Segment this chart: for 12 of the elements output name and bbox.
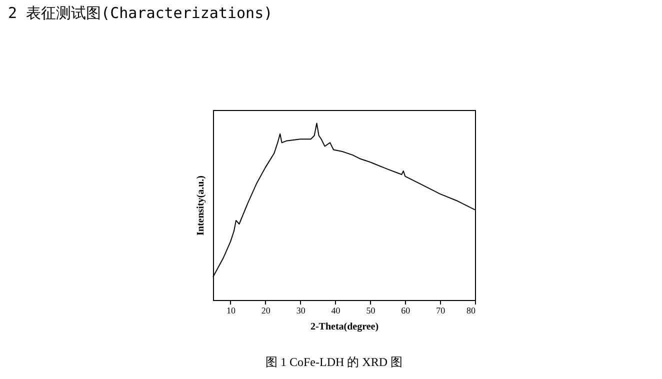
x-tick-label: 80 (466, 306, 476, 316)
caption: 图 1 CoFe-LDH 的 XRD 图 (266, 355, 402, 369)
x-tick-label: 10 (226, 306, 236, 316)
y-axis-title: Intensity(a.u.) (196, 175, 206, 236)
x-tick-label: 40 (331, 306, 341, 316)
x-tick-label: 30 (296, 306, 306, 316)
x-tick-label: 50 (366, 306, 376, 316)
chart-title: 2 表征测试图(Characterizations) (8, 4, 273, 22)
x-axis-title: 2-Theta(degree) (310, 322, 379, 332)
x-tick-label: 60 (401, 306, 411, 316)
x-tick-label: 20 (261, 306, 271, 316)
x-tick-label: 70 (436, 306, 446, 316)
